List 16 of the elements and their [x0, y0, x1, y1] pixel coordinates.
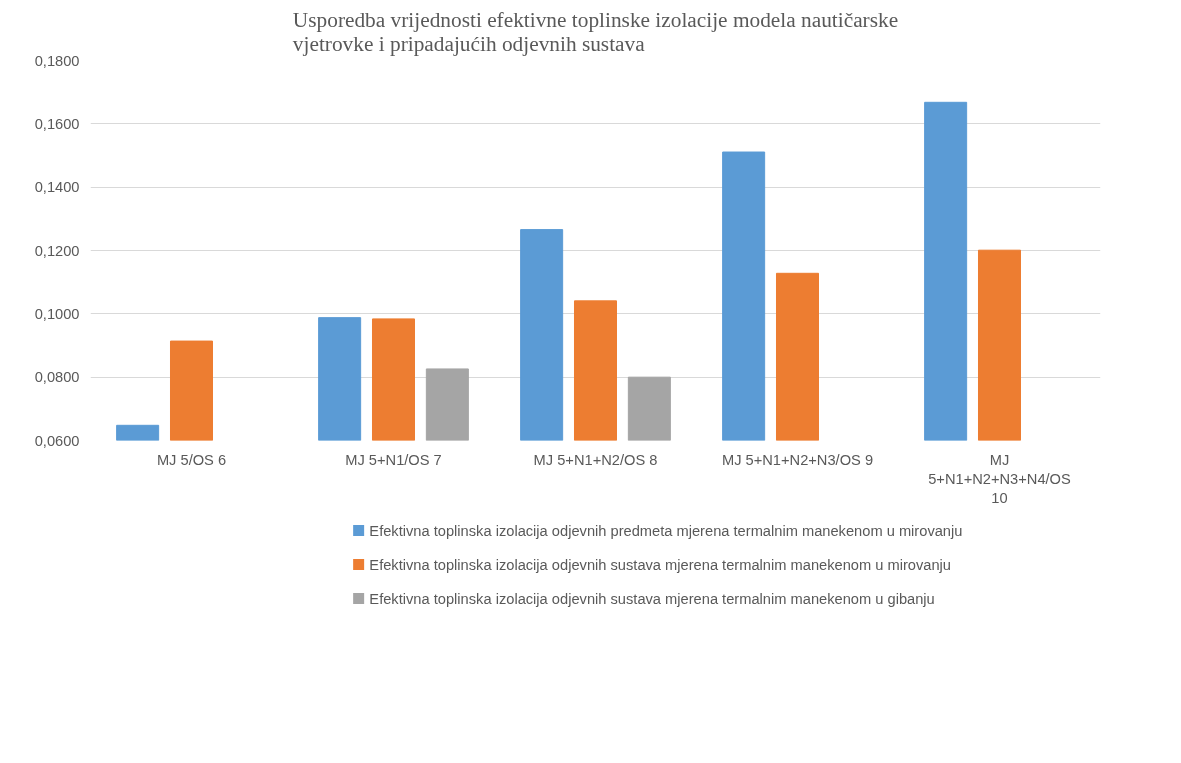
legend-label: Efektivna toplinska izolacija odjevnih sustava mjerena termalnim manekenom u gibanju [369, 590, 935, 607]
x-tick-label: MJ 5+N1/OS 7 [345, 451, 442, 468]
x-tick-label: MJ 5+N1+N2/OS 8 [533, 451, 658, 468]
y-tick-label: 0,0600 [34, 432, 80, 449]
y-tick-label: 0,1800 [34, 52, 80, 69]
legend-label: Efektivna toplinska izolacija odjevnih sustava mjerena termalnim manekenom u mirovanju [369, 556, 952, 573]
y-tick-label: 0,1400 [34, 179, 80, 196]
y-tick-label: 0,0800 [34, 369, 80, 386]
y-tick-label: 0,1600 [34, 115, 80, 132]
chart-title: Usporedba vrijednosti efektivne toplinske izolacije modela nautičarske vjetrovke i pripadajućih odjevnih sustava [292, 7, 899, 56]
legend-label: Efektivna toplinska izolacija odjevnih predmeta mjerena termalnim manekenom u mirovanju [369, 522, 963, 539]
y-tick-label: 0,1200 [34, 242, 80, 259]
x-tick-label: MJ 5+N1+N2+N3+N4/OS 10 [928, 451, 1072, 506]
x-tick-label: MJ 5+N1+N2+N3/OS 9 [721, 451, 874, 468]
x-tick-label: MJ 5/OS 6 [156, 451, 227, 468]
y-tick-label: 0,1000 [34, 305, 80, 322]
